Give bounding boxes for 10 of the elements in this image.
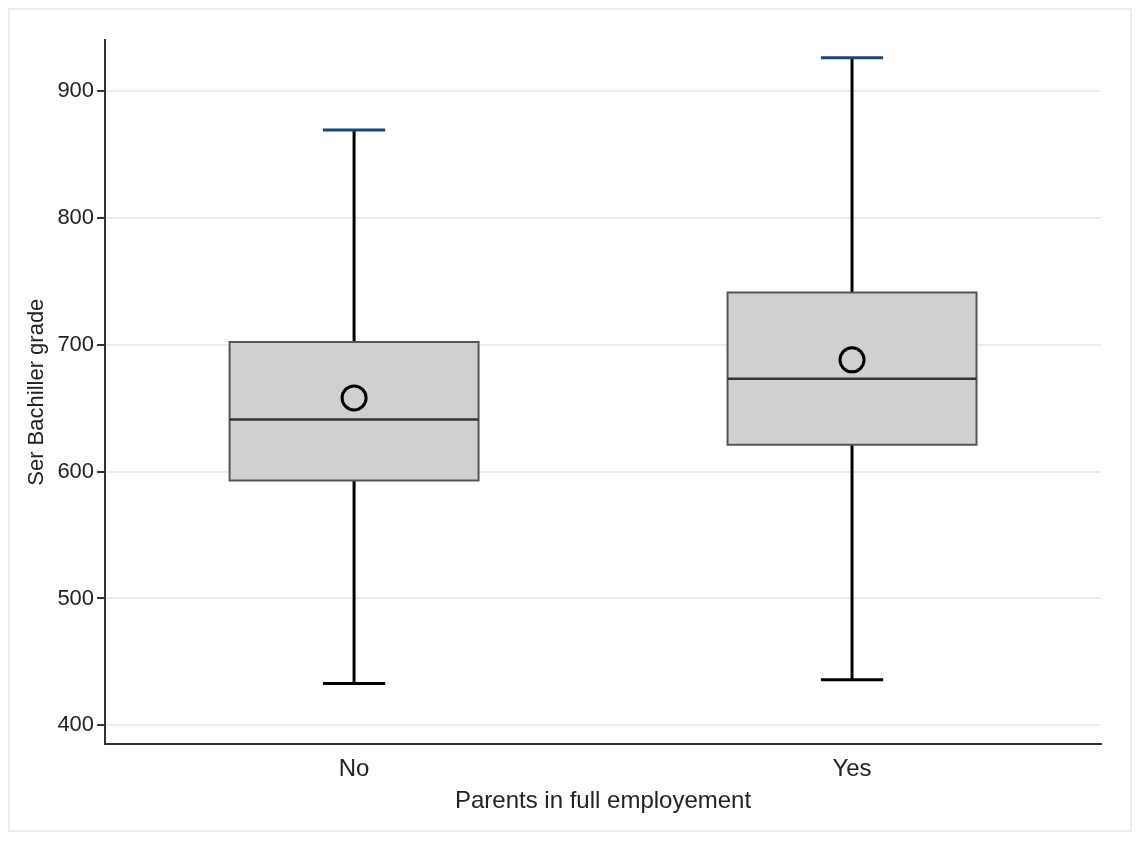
y-tick-label: 400 xyxy=(57,711,95,737)
x-tick-label: No xyxy=(338,754,370,782)
y-tick-label: 700 xyxy=(57,330,95,356)
x-axis-title: Parents in full employement xyxy=(454,786,752,814)
y-tick-label: 500 xyxy=(57,584,95,610)
y-axis-title: Ser Bachiller grade xyxy=(23,298,49,486)
y-tick-label: 900 xyxy=(57,76,95,102)
x-tick-label: Yes xyxy=(832,754,872,782)
y-tick-label: 800 xyxy=(57,203,95,229)
y-tick-label: 600 xyxy=(57,457,95,483)
